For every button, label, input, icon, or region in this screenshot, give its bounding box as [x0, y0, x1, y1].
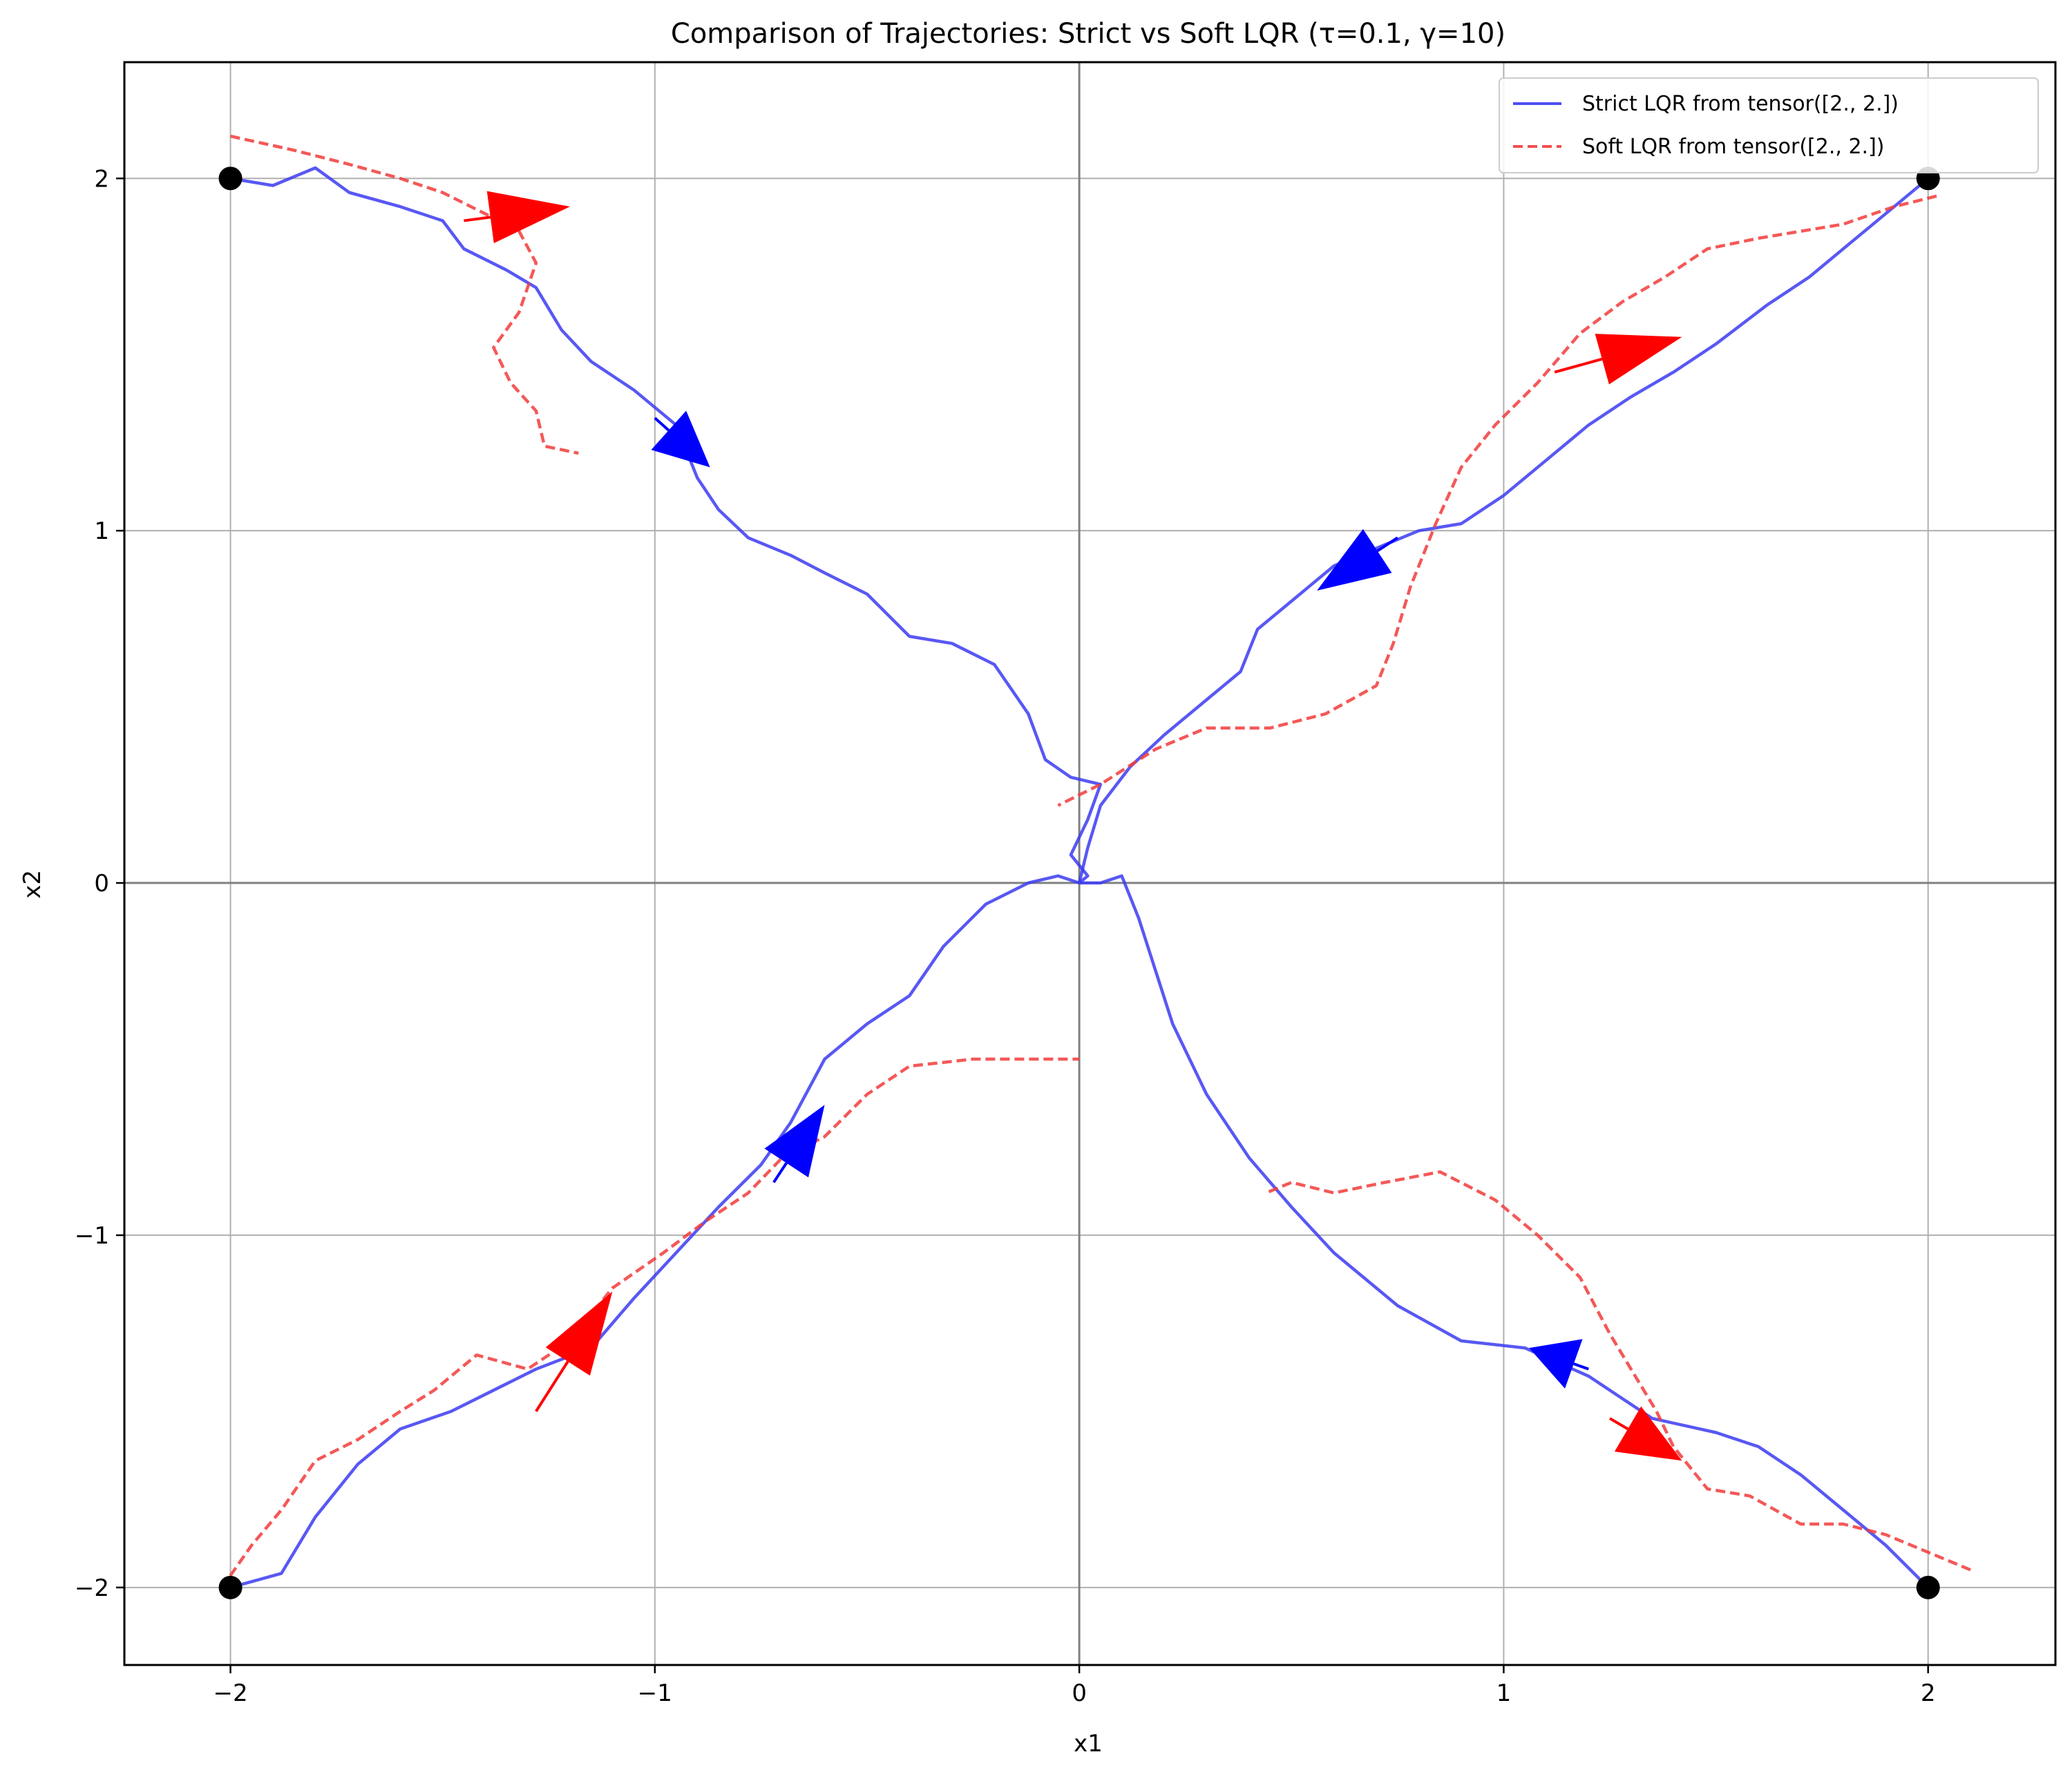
chart-title: Comparison of Trajectories: Strict vs So… — [671, 18, 1505, 50]
soft-trajectory-5 — [1057, 194, 1937, 807]
x-tick-label-4: 2 — [1921, 1679, 1936, 1707]
x-tick-label-0: −2 — [213, 1679, 248, 1707]
y-tick-label-2: 0 — [94, 870, 109, 897]
arrow-shaft-0 — [464, 216, 491, 222]
arrow-head-1 — [651, 410, 710, 468]
y-tick-label-3: 1 — [94, 517, 109, 545]
arrow-shaft-2 — [1554, 357, 1603, 374]
y-tick-label-0: −2 — [75, 1574, 109, 1602]
strict-trajectory-1 — [1077, 177, 1930, 884]
strict-trajectory-3 — [1079, 874, 1930, 1589]
arrow-head-7 — [1614, 1406, 1682, 1461]
arrow-head-4 — [545, 1291, 613, 1376]
soft-trajectory-4 — [230, 134, 579, 455]
arrow-shaft-5 — [772, 1162, 788, 1183]
soft-trajectory-7 — [1265, 1170, 1971, 1572]
arrow-shaft-7 — [1608, 1417, 1629, 1431]
soft-trajectory-6 — [220, 1057, 1080, 1589]
arrow-shaft-6 — [1573, 1362, 1589, 1371]
axes-frame — [123, 61, 2057, 1666]
legend-box — [1499, 77, 2039, 173]
start-point-0 — [218, 166, 243, 191]
start-point-3 — [1916, 1575, 1940, 1599]
y-axis-label: x2 — [19, 870, 46, 899]
plot-area: −2 −1 0 1 2 −2 −1 0 1 2 — [75, 61, 2057, 1707]
legend: Strict LQR from tensor([2., 2.]) Soft LQ… — [1499, 77, 2039, 173]
x-tick-label-1: −1 — [638, 1679, 672, 1707]
arrow-head-2 — [1595, 334, 1682, 385]
strict-trajectory-0 — [230, 166, 1103, 884]
arrow-shaft-3 — [1376, 536, 1398, 553]
arrow-head-3 — [1317, 529, 1392, 591]
y-tick-label-4: 2 — [94, 165, 109, 193]
arrow-head-0 — [486, 191, 570, 244]
arrow-head-5 — [764, 1105, 825, 1178]
arrow-shaft-1 — [654, 417, 670, 432]
x-axis-label: x1 — [1074, 1730, 1103, 1758]
strict-trajectory-2 — [229, 874, 1080, 1589]
legend-strict-label: Strict LQR from tensor([2., 2.]) — [1582, 92, 1899, 116]
y-tick-label-1: −1 — [75, 1222, 109, 1250]
start-point-2 — [218, 1575, 243, 1599]
x-tick-label-2: 0 — [1072, 1679, 1087, 1707]
legend-soft-label: Soft LQR from tensor([2., 2.]) — [1582, 135, 1884, 159]
arrow-head-6 — [1529, 1339, 1583, 1389]
arrow-shaft-4 — [535, 1360, 569, 1412]
x-tick-label-3: 1 — [1496, 1679, 1512, 1707]
